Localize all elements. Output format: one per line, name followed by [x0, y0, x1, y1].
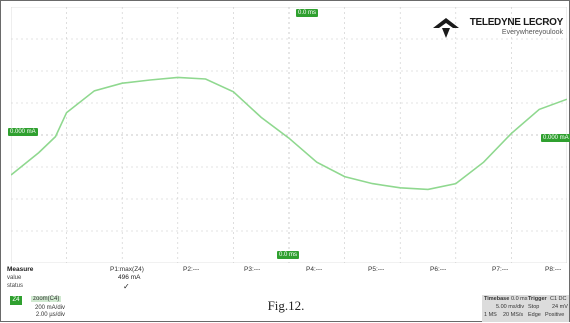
timebase-rate: 20 MS/s — [503, 312, 524, 318]
timebase-delay: 0.0 ms — [511, 296, 528, 302]
bottom-bar: Z4 zoom(C4) 200 mA/div 2.00 µs/div Fig.1… — [1, 293, 570, 323]
measure-p8-label[interactable]: P8:--- — [545, 266, 562, 273]
figure-caption: Fig.12. — [267, 298, 305, 313]
bottom-time-marker[interactable]: 0.0 ms — [277, 251, 300, 259]
trigger-time-marker[interactable]: 0.0 ms — [296, 9, 319, 17]
grid-lines — [11, 7, 567, 263]
logo-mark-icon — [433, 18, 459, 38]
trigger-coupling: C1 DC — [550, 296, 567, 302]
channel-vdiv: 200 mA/div — [34, 305, 65, 311]
measure-p1-status: ✓ — [123, 282, 130, 291]
logo-tagline: Everywhereyoulook — [501, 29, 563, 36]
timebase-trigger-panel[interactable]: Timebase 0.0 ms 5.00 ms/div 1 MS 20 MS/s… — [482, 295, 569, 322]
measure-p1-value: 496 mA — [118, 274, 141, 281]
channel-descriptor[interactable]: zoom(C4) 200 mA/div 2.00 µs/div — [23, 296, 67, 322]
channel-tdiv: 2.00 µs/div — [35, 312, 65, 318]
trigger-level: 24 mV — [552, 304, 568, 310]
measure-header: Measure — [7, 266, 34, 273]
timebase-tdiv: 5.00 ms/div — [496, 304, 525, 310]
teledyne-lecroy-logo: TELEDYNE LECROY Everywhereyoulook — [433, 17, 563, 43]
timebase-label: Timebase — [484, 296, 510, 302]
measure-p4-label[interactable]: P4:--- — [306, 266, 323, 273]
waveform-trace — [11, 76, 567, 191]
measure-bar: Measure value status P1:max(Z4) 496 mA ✓… — [7, 264, 567, 294]
measure-p6-label[interactable]: P6:--- — [430, 266, 447, 273]
measure-p5-label[interactable]: P5:--- — [368, 266, 385, 273]
trigger-mode: Stop — [528, 304, 540, 310]
right-level-marker[interactable]: 0.000 mA — [541, 134, 570, 142]
left-level-marker[interactable]: 0.000 mA — [8, 128, 38, 136]
waveform-graticule — [11, 7, 567, 263]
channel-title: zoom(C4) — [31, 296, 62, 302]
timebase-samples: 1 MS — [484, 312, 497, 318]
logo-brand: TELEDYNE LECROY — [469, 17, 564, 28]
measure-row-value: value — [7, 275, 22, 281]
channel-badge[interactable]: Z4 — [10, 296, 22, 305]
measure-p1-label[interactable]: P1:max(Z4) — [110, 266, 144, 273]
measure-p7-label[interactable]: P7:--- — [492, 266, 509, 273]
trigger-label: Trigger — [528, 296, 547, 302]
measure-p2-label[interactable]: P2:--- — [183, 266, 200, 273]
measure-row-status: status — [7, 283, 24, 289]
trigger-slope: Positive — [545, 312, 565, 318]
measure-p3-label[interactable]: P3:--- — [244, 266, 261, 273]
trigger-type: Edge — [528, 312, 541, 318]
